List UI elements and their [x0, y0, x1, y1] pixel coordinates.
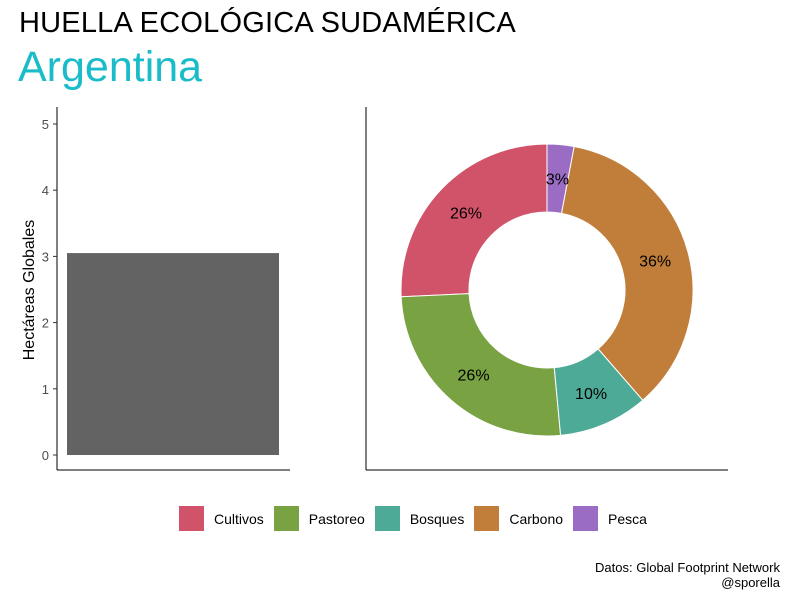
caption-source: Datos: Global Footprint Network — [595, 560, 780, 575]
donut-label: 3% — [546, 171, 569, 188]
caption: Datos: Global Footprint Network @sporell… — [595, 560, 780, 590]
y-tick-label: 3 — [42, 249, 49, 264]
donut-label: 10% — [575, 386, 607, 403]
legend-swatch — [273, 506, 299, 531]
legend-label: Bosques — [409, 510, 465, 527]
donut-slice-pesca — [546, 143, 575, 214]
legend-item-cultivos: Cultivos — [179, 506, 264, 531]
bar — [67, 253, 279, 455]
legend-label: Pastoreo — [308, 510, 365, 527]
y-tick-label: 0 — [42, 448, 49, 463]
donut-slice-carbono — [560, 145, 694, 401]
donut-label: 26% — [458, 368, 490, 385]
legend-swatch — [374, 506, 400, 531]
donut-panel: 26% 26% 10% 36% 3% — [365, 107, 728, 471]
y-tick-label: 4 — [42, 183, 49, 198]
y-tick-label: 1 — [42, 382, 49, 397]
y-tick-label: 5 — [42, 117, 49, 132]
country-subtitle: Argentina — [18, 43, 203, 91]
legend-swatch — [573, 506, 599, 531]
legend-item-carbono: Carbono — [474, 506, 563, 531]
donut-slice-pastoreo — [400, 293, 562, 437]
legend-swatch — [474, 506, 500, 531]
caption-author: @sporella — [721, 575, 780, 590]
legend-swatch — [179, 506, 204, 531]
legend-label: Cultivos — [214, 510, 264, 527]
legend-label: Pesca — [608, 510, 647, 527]
legend: Cultivos Pastoreo Bosques Carbono Pesca — [179, 506, 657, 531]
legend-item-pastoreo: Pastoreo — [273, 506, 365, 531]
legend-item-pesca: Pesca — [573, 506, 647, 531]
legend-label: Carbono — [509, 510, 564, 527]
legend-item-bosques: Bosques — [374, 506, 465, 531]
donut-slice-cultivos — [400, 143, 548, 298]
donut-label: 26% — [450, 206, 482, 223]
bar-panel: 0 1 2 3 4 5 Hectáreas Globales — [21, 107, 290, 471]
chart-title: HUELLA ECOLÓGICA SUDAMÉRICA — [19, 7, 516, 39]
y-axis-label: Hectáreas Globales — [21, 220, 38, 361]
y-tick-label: 2 — [42, 316, 49, 331]
donut-label: 36% — [639, 254, 671, 271]
